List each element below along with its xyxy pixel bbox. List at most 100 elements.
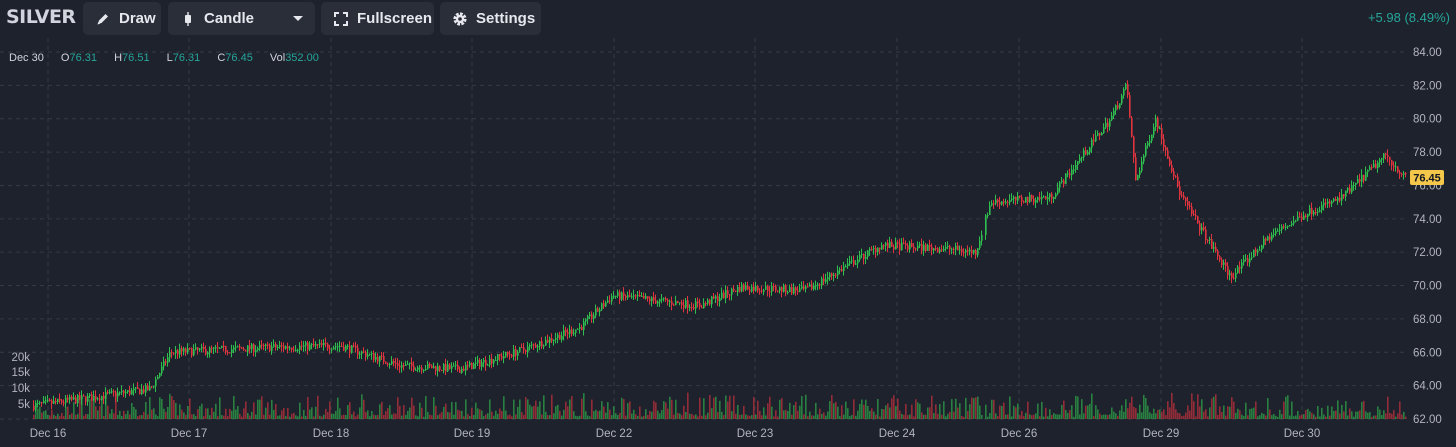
candle-body: [1025, 197, 1027, 203]
candle-body: [159, 373, 161, 377]
candle-body: [65, 397, 67, 403]
volume-bar: [1231, 397, 1233, 419]
candle-body: [259, 344, 261, 349]
volume-bar: [1329, 415, 1331, 419]
candle-body: [1291, 223, 1293, 226]
candle-body: [429, 363, 431, 366]
candle-body: [777, 290, 779, 292]
volume-bar: [1205, 409, 1207, 419]
volume-bar: [729, 395, 731, 419]
candle-body: [483, 360, 485, 363]
candle-body: [1321, 205, 1323, 211]
volume-bar: [151, 409, 153, 419]
candle-body: [1403, 173, 1405, 175]
volume-bar: [609, 409, 611, 419]
volume-bar: [779, 399, 781, 419]
volume-bar: [1271, 415, 1273, 419]
chart-type-select[interactable]: Candle: [168, 2, 315, 35]
candle-body: [1047, 197, 1049, 200]
volume-bar: [335, 410, 337, 419]
volume-bar: [895, 406, 897, 419]
chart-type-label: Candle: [204, 10, 255, 27]
candle-body: [167, 357, 169, 363]
candle-body: [609, 300, 611, 302]
volume-bar: [853, 399, 855, 419]
volume-bar: [1385, 413, 1387, 419]
candle-body: [129, 390, 131, 395]
volume-bar: [855, 415, 857, 419]
candle-body: [533, 344, 535, 346]
candle-body: [693, 306, 695, 309]
candle-body: [339, 345, 341, 347]
volume-bar: [263, 414, 265, 419]
volume-bar: [541, 414, 543, 419]
candle-body: [479, 360, 481, 367]
volume-bar: [1245, 402, 1247, 419]
candle-body: [1053, 197, 1055, 200]
volume-bar: [1247, 415, 1249, 419]
volume-bar: [841, 405, 843, 419]
candle-body: [923, 244, 925, 251]
candle-body: [1041, 196, 1043, 200]
price-chart[interactable]: 62.0064.0066.0068.0070.0072.0074.0076.00…: [0, 38, 1456, 447]
volume-bar: [783, 410, 785, 419]
candle-body: [1363, 174, 1365, 181]
volume-bar: [869, 410, 871, 419]
volume-bar: [1195, 416, 1197, 419]
volume-bar: [665, 402, 667, 419]
volume-bar: [443, 406, 445, 419]
volume-bar: [833, 403, 835, 419]
volume-bar: [433, 397, 435, 419]
volume-bar: [317, 395, 319, 419]
candle-body: [821, 278, 823, 286]
settings-button[interactable]: Settings: [440, 2, 541, 35]
candle-body: [1159, 128, 1161, 130]
volume-bar: [1403, 411, 1405, 419]
candle-body: [177, 350, 179, 355]
candle-body: [969, 249, 971, 252]
volume-bar: [971, 397, 973, 419]
candle-body: [639, 295, 641, 297]
candle-body: [245, 349, 247, 352]
volume-bar: [607, 402, 609, 419]
fullscreen-button[interactable]: Fullscreen: [321, 2, 434, 35]
volume-bar: [935, 404, 937, 419]
volume-bar: [897, 398, 899, 419]
candle-body: [931, 246, 933, 251]
volume-bar: [611, 415, 613, 419]
candle-body: [1219, 256, 1221, 260]
candle-body: [503, 356, 505, 359]
volume-bar: [237, 405, 239, 419]
volume-bar: [791, 414, 793, 419]
candle-body: [749, 289, 751, 292]
volume-bar: [713, 397, 715, 419]
candle-body: [727, 290, 729, 295]
volume-bar: [705, 415, 707, 419]
candle-body: [317, 344, 319, 346]
volume-bar: [795, 401, 797, 419]
draw-button[interactable]: Draw: [83, 2, 161, 35]
volume-bar: [1047, 416, 1049, 419]
volume-bar: [659, 413, 661, 419]
volume-bar: [1059, 414, 1061, 419]
volume-bar: [1363, 400, 1365, 419]
candle-body: [621, 292, 623, 300]
volume-bar: [931, 395, 933, 419]
volume-tick-label: 5k: [18, 399, 30, 411]
volume-bar: [643, 415, 645, 419]
volume-bar: [413, 405, 415, 419]
price-tick-label: 72.00: [1413, 247, 1442, 259]
volume-bar: [179, 404, 181, 419]
volume-bar: [865, 399, 867, 419]
volume-bar: [69, 414, 71, 419]
candle-body: [165, 361, 167, 363]
candle-body: [37, 402, 39, 404]
candle-body: [1301, 216, 1303, 220]
candle-body: [383, 356, 385, 362]
candle-body: [859, 254, 861, 260]
volume-bar: [165, 411, 167, 419]
candle-body: [943, 248, 945, 251]
candle-body: [131, 390, 133, 395]
candle-body: [461, 368, 463, 373]
candle-body: [1203, 227, 1205, 230]
